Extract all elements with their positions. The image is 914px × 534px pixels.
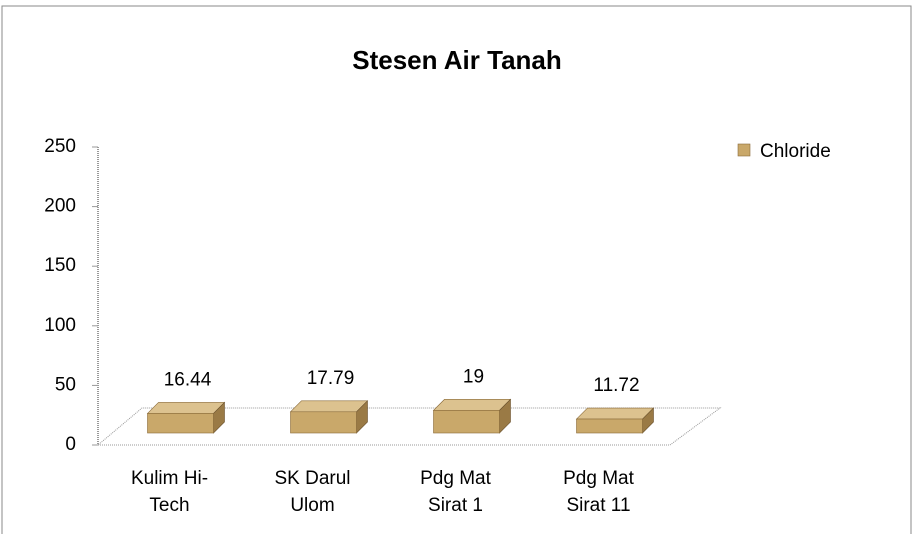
y-tick-label: 50: [55, 374, 76, 395]
legend-label: Chloride: [760, 141, 831, 162]
y-tick-label: 150: [44, 255, 76, 276]
y-tick-label: 100: [44, 315, 76, 336]
bar: [146, 401, 226, 434]
x-tick-label: Kulim Hi-Tech: [130, 468, 209, 516]
y-tick-label: 0: [65, 434, 76, 455]
chart-frame: [1, 5, 912, 534]
floor: [96, 407, 722, 446]
legend-swatch: [737, 143, 751, 157]
value-label: 19: [463, 366, 484, 387]
y-tick-label: 200: [44, 196, 76, 217]
y-tick-label: 250: [44, 136, 76, 157]
value-label: 11.72: [593, 375, 639, 396]
bar: [289, 400, 369, 434]
value-label: 17.79: [307, 368, 355, 389]
value-label: 16.44: [164, 369, 212, 390]
chart-title: Stesen Air Tanah: [352, 45, 562, 75]
x-tick-label: Pdg Mat Sirat 1: [420, 468, 491, 516]
bar: [432, 398, 512, 434]
x-tick-label: SK Darul Ulom: [274, 468, 351, 516]
x-tick-label: Pdg Mat Sirat 11: [563, 468, 634, 516]
bar: [575, 407, 655, 434]
